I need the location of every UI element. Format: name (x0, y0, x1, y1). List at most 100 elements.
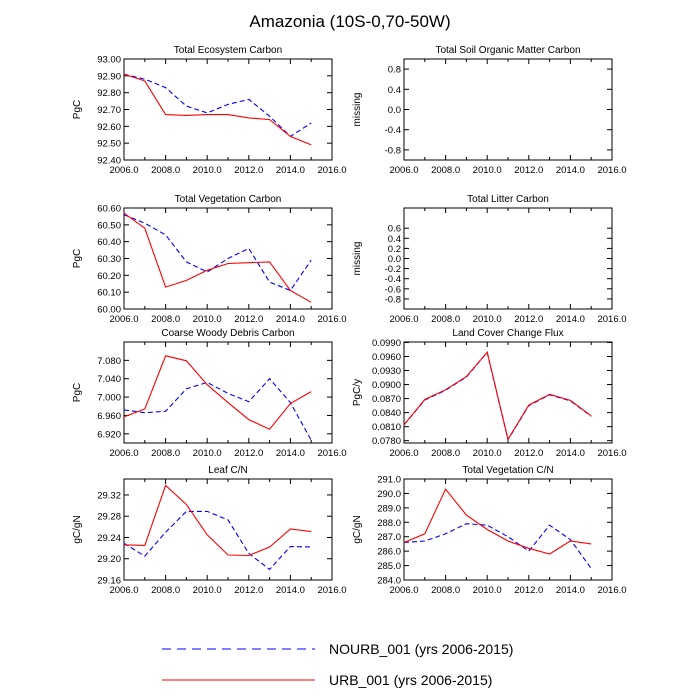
x-tick-label: 2016.0 (317, 448, 346, 459)
chart-panel-3: Total Vegetation Carbon 2006.0 2008.0 2010.… (72, 194, 347, 325)
series-line-nourb (123, 510, 312, 571)
y-axis-label: PgC/y (352, 379, 363, 406)
x-tick-label: 2006.0 (389, 314, 418, 325)
y-tick-label: 29.28 (97, 512, 121, 523)
chart-panel-6: Land Cover Change Flux 2006.0 2008.0 2010.0… (352, 328, 627, 459)
x-tick-label: 2014.0 (556, 585, 585, 596)
legend-label-nourb: NOURB_001 (yrs 2006-2015) (329, 641, 513, 657)
x-tick-label: 2006.0 (109, 585, 138, 596)
chart-panel-5: Coarse Woody Debris Carbon 2006.0 2008.0 20… (72, 328, 347, 459)
series-line-urb (123, 73, 312, 146)
x-tick-label: 2008.0 (431, 448, 460, 459)
series-line-nourb (123, 214, 312, 292)
y-tick-label: 0.0900 (372, 380, 401, 391)
x-tick-label: 2010.0 (473, 448, 502, 459)
plot-frame (403, 58, 613, 161)
chart-title: Leaf C/N (208, 465, 247, 476)
panels-container: Total Ecosystem Carbon 2006.0 2008.0 2010.0… (72, 45, 627, 596)
y-tick-label: 0.6 (388, 224, 401, 235)
y-tick-label: 0.0990 (372, 338, 401, 349)
x-tick-label: 2012.0 (234, 314, 263, 325)
x-tick-label: 2006.0 (109, 314, 138, 325)
y-tick-label: 284.0 (377, 576, 401, 587)
y-axis-label: gC/gN (72, 515, 83, 543)
y-tick-label: 285.0 (377, 561, 401, 572)
y-tick-label: -0.4 (385, 274, 401, 285)
x-tick-label: 2012.0 (514, 448, 543, 459)
y-axis-label: PgC (72, 249, 83, 268)
y-axis-label: PgC (72, 100, 83, 119)
x-tick-label: 2016.0 (597, 314, 626, 325)
x-tick-label: 2006.0 (389, 448, 418, 459)
y-tick-label: 29.16 (97, 576, 121, 587)
x-tick-label: 2010.0 (193, 165, 222, 176)
series-line-urb (123, 484, 312, 557)
x-tick-label: 2010.0 (193, 585, 222, 596)
x-tick-label: 2012.0 (514, 165, 543, 176)
chart-title: Coarse Woody Debris Carbon (161, 328, 294, 339)
x-tick-label: 2008.0 (431, 314, 460, 325)
y-axis-label: missing (352, 242, 363, 276)
x-tick-label: 2012.0 (234, 448, 263, 459)
y-tick-label: 60.10 (97, 288, 121, 299)
y-tick-label: 60.20 (97, 271, 121, 282)
chart-panel-2: Total Soil Organic Matter Carbon 2006.0 20… (352, 45, 627, 176)
chart-title: Total Soil Organic Matter Carbon (435, 45, 580, 56)
y-tick-label: 29.32 (97, 490, 121, 501)
chart-panel-4: Total Litter Carbon 2006.0 2008.0 2010.0 201… (352, 194, 627, 325)
y-tick-label: 0.4 (388, 234, 401, 245)
plot-frame (403, 478, 613, 581)
plot-frame (403, 207, 613, 310)
y-tick-label: 60.60 (97, 204, 121, 215)
y-tick-label: 287.0 (377, 532, 401, 543)
y-tick-label: 0.4 (388, 85, 401, 96)
y-tick-label: 289.0 (377, 503, 401, 514)
y-axis-label: missing (352, 93, 363, 127)
y-tick-label: 0.0780 (372, 436, 401, 447)
x-tick-label: 2014.0 (556, 448, 585, 459)
plot-frame (403, 341, 613, 444)
y-axis-label: PgC (72, 383, 83, 402)
x-tick-label: 2006.0 (389, 585, 418, 596)
y-tick-label: 7.080 (97, 356, 121, 367)
x-tick-label: 2016.0 (317, 585, 346, 596)
chart-title: Land Cover Change Flux (452, 328, 563, 339)
x-tick-label: 2010.0 (193, 448, 222, 459)
y-tick-label: 92.70 (97, 105, 121, 116)
series-line-urb (123, 212, 312, 303)
x-tick-label: 2016.0 (597, 585, 626, 596)
x-tick-label: 2008.0 (151, 585, 180, 596)
x-tick-label: 2008.0 (431, 585, 460, 596)
x-tick-label: 2012.0 (514, 314, 543, 325)
y-tick-label: -0.8 (385, 294, 401, 305)
series-line-nourb (403, 523, 592, 569)
legend-label-urb: URB_001 (yrs 2006-2015) (329, 672, 492, 688)
plot-frame (123, 341, 333, 444)
y-tick-label: 7.040 (97, 374, 121, 385)
y-tick-label: 92.50 (97, 139, 121, 150)
y-tick-label: 0.0960 (372, 352, 401, 363)
x-tick-label: 2016.0 (317, 165, 346, 176)
x-tick-label: 2014.0 (556, 314, 585, 325)
y-tick-label: 0.0 (388, 105, 401, 116)
y-tick-label: 288.0 (377, 518, 401, 529)
y-tick-label: 92.80 (97, 88, 121, 99)
x-tick-label: 2012.0 (234, 585, 263, 596)
y-tick-label: 60.00 (97, 305, 121, 316)
x-tick-label: 2012.0 (514, 585, 543, 596)
y-tick-label: 290.0 (377, 489, 401, 500)
y-tick-label: 60.50 (97, 220, 121, 231)
x-tick-label: 2008.0 (431, 165, 460, 176)
x-tick-label: 2016.0 (597, 165, 626, 176)
y-axis-label: gC/gN (352, 515, 363, 543)
chart-title: Total Litter Carbon (467, 194, 549, 205)
y-tick-label: -0.4 (385, 125, 401, 136)
chart-title: Total Vegetation C/N (462, 465, 553, 476)
x-tick-label: 2014.0 (556, 165, 585, 176)
x-tick-label: 2010.0 (473, 314, 502, 325)
y-tick-label: -0.6 (385, 284, 401, 295)
series-line-urb (403, 488, 592, 555)
y-tick-label: 29.24 (97, 533, 121, 544)
plot-frame (123, 478, 333, 581)
